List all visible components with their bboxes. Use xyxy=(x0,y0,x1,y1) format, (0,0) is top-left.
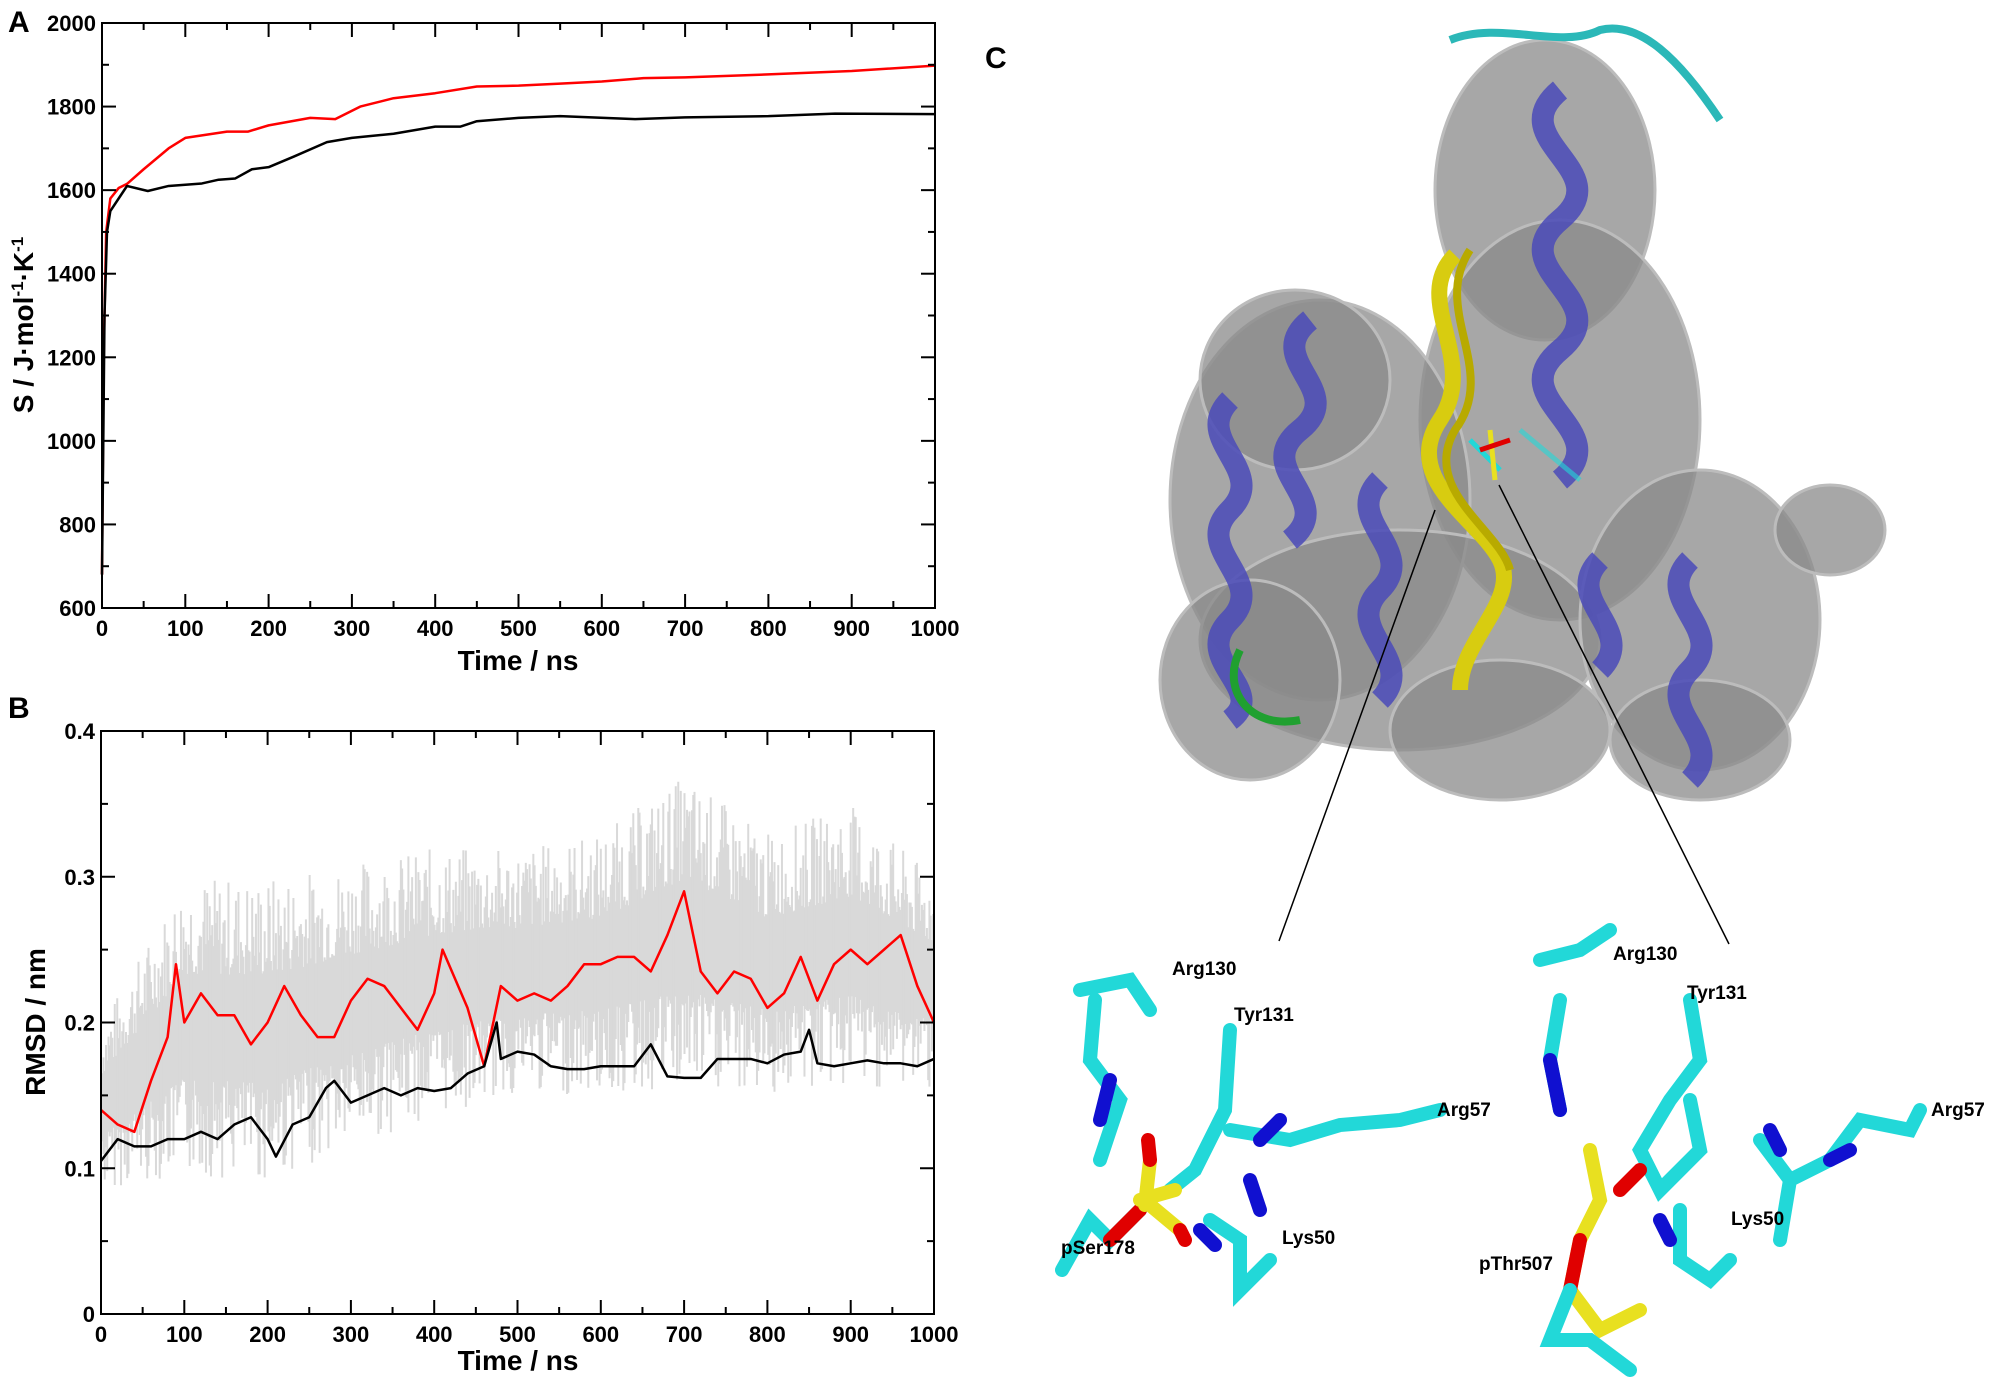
rmsd-replica-band xyxy=(100,781,935,1186)
residue-label: Tyr131 xyxy=(1687,983,1747,1004)
y-tick-label: 0.2 xyxy=(64,1011,95,1036)
zoom-callout-line-right xyxy=(1498,484,1730,945)
molecular-surface xyxy=(1158,38,1887,802)
rmsd-plot: 0 100 200 300 400 500 600 700 800 900 1000 0 0.1 0.2 0… xyxy=(64,719,958,1347)
series-line-red xyxy=(100,64,936,575)
x-tick-label: 700 xyxy=(666,1322,703,1347)
x-tick-label: 100 xyxy=(166,1322,203,1347)
y-tick-label: 0.4 xyxy=(64,719,95,744)
peptide-ribbon xyxy=(1420,249,1513,691)
y-tick-label: 0.3 xyxy=(64,865,95,890)
x-tick-label: 0 xyxy=(96,616,108,641)
panel-label-b: B xyxy=(8,692,30,725)
y-tick-label: 2000 xyxy=(47,11,96,36)
residue-label: Arg130 xyxy=(1613,944,1677,965)
x-tick-label: 500 xyxy=(499,1322,536,1347)
x-tick-label: 900 xyxy=(832,1322,869,1347)
residue-label: Lys50 xyxy=(1731,1209,1784,1230)
loop-green xyxy=(1229,648,1301,726)
x-tick-label: 200 xyxy=(249,1322,286,1347)
residue-labels-right: Arg130 Tyr131 Arg57 Lys50 pThr507 xyxy=(1479,944,1985,1275)
x-tick-label: 300 xyxy=(333,1322,370,1347)
x-axis-label-a: Time / ns xyxy=(458,645,579,676)
residue-label: Arg130 xyxy=(1172,959,1236,980)
residue-label: pSer178 xyxy=(1061,1238,1135,1259)
x-axis-label-b: Time / ns xyxy=(458,1345,579,1376)
zoom-callout-line-left xyxy=(1278,509,1436,942)
series-line-black xyxy=(100,1021,935,1162)
residue-label: Arg57 xyxy=(1931,1100,1985,1121)
x-tick-label: 900 xyxy=(833,616,870,641)
series-line-black xyxy=(100,112,936,575)
residue-labels-left: Arg130 Tyr131 Arg57 Lys50 pSer178 xyxy=(1061,959,1491,1259)
x-tick-label: 200 xyxy=(250,616,287,641)
x-tick-label: 600 xyxy=(582,1322,619,1347)
x-tick-label: 400 xyxy=(416,1322,453,1347)
y-tick-label: 1200 xyxy=(47,345,96,370)
y-tick-label: 600 xyxy=(59,596,96,621)
y-tick-label: 1000 xyxy=(47,429,96,454)
series-line-red xyxy=(100,890,936,1134)
x-tick-label: 0 xyxy=(95,1322,107,1347)
residue-label: Lys50 xyxy=(1282,1228,1335,1249)
panel-label-a: A xyxy=(8,6,30,39)
alpha-helices xyxy=(1207,81,1713,788)
y-tick-label: 1400 xyxy=(47,262,96,287)
x-tick-label: 1000 xyxy=(911,616,960,641)
x-tick-label: 300 xyxy=(334,616,371,641)
binding-site-pser178 xyxy=(1055,972,1447,1307)
ligand-sticks xyxy=(1468,428,1582,482)
x-tick-label: 500 xyxy=(500,616,537,641)
y-tick-label: 1600 xyxy=(47,178,96,203)
y-tick-label: 0 xyxy=(83,1302,95,1327)
plot-frame xyxy=(101,22,936,609)
y-axis-label-a: S / J·mol-1·K-1 xyxy=(8,237,39,414)
y-tick-label: 800 xyxy=(59,512,96,537)
binding-site-pthr507 xyxy=(1533,923,1927,1377)
x-tick-label: 800 xyxy=(750,616,787,641)
panel-label-c: C xyxy=(985,42,1007,75)
entropy-plot: 0 100 200 300 400 500 600 700 800 900 1000 600 800 10… xyxy=(47,11,959,641)
residue-label: Arg57 xyxy=(1437,1100,1491,1121)
x-tick-label: 700 xyxy=(667,616,704,641)
x-tick-label: 400 xyxy=(417,616,454,641)
protein-structure xyxy=(1158,24,1887,802)
residue-label: pThr507 xyxy=(1479,1254,1553,1275)
x-tick-label: 800 xyxy=(749,1322,786,1347)
loop-cyan xyxy=(1448,24,1724,123)
y-axis-label-b: RMSD / nm xyxy=(20,948,51,1096)
y-tick-label: 0.1 xyxy=(64,1156,95,1181)
residue-label: Tyr131 xyxy=(1234,1005,1294,1026)
x-tick-label: 100 xyxy=(167,616,204,641)
x-tick-label: 1000 xyxy=(910,1322,959,1347)
x-tick-label: 600 xyxy=(583,616,620,641)
y-tick-label: 1800 xyxy=(47,95,96,120)
